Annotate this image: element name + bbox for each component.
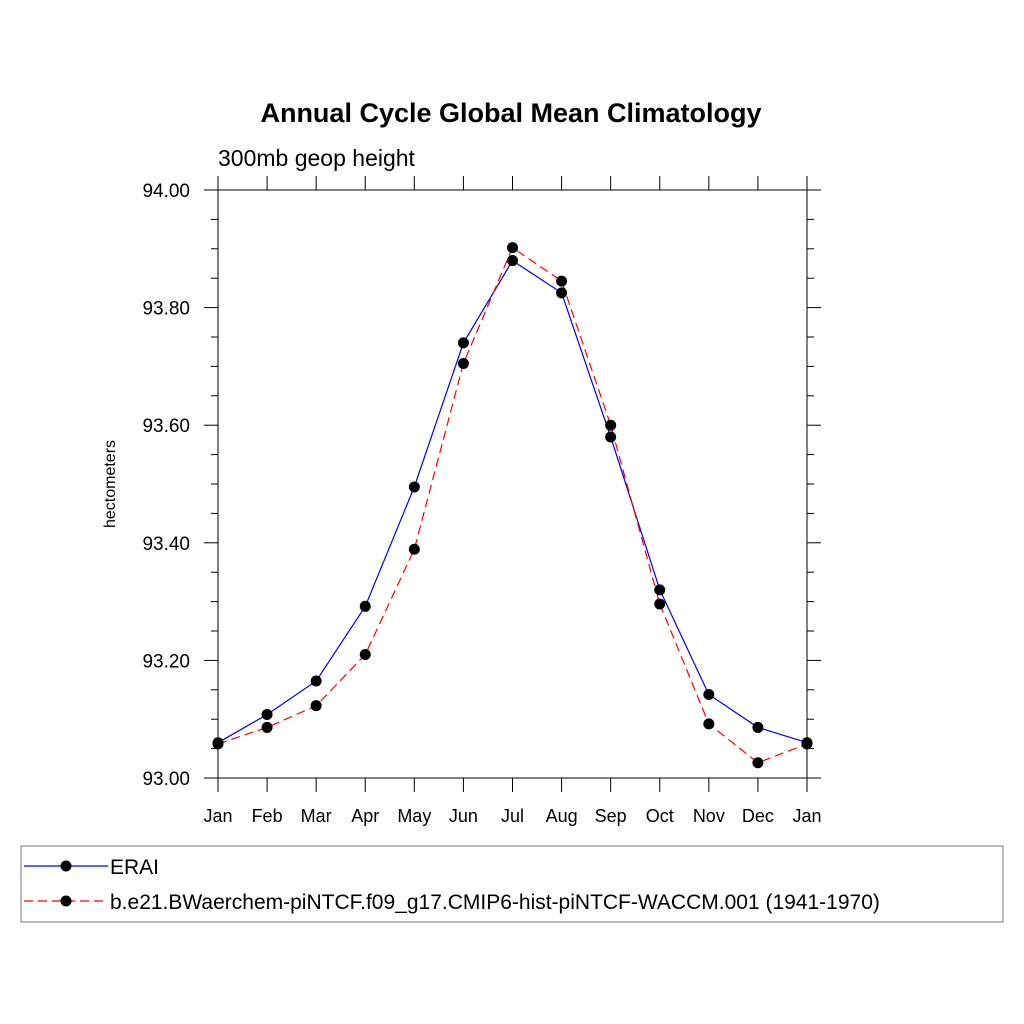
x-tick-label: Dec (742, 806, 774, 826)
series-1-point (703, 689, 715, 701)
legend-marker-1 (60, 860, 72, 872)
y-tick-label: 93.60 (142, 416, 190, 437)
legend-label-2: b.e21.BWaerchem-piNTCF.f09_g17.CMIP6-his… (110, 891, 880, 914)
series-1-point (457, 337, 469, 349)
series-2-point (261, 721, 273, 733)
x-tick-label: Jun (449, 806, 478, 826)
y-tick-label: 93.80 (142, 299, 190, 320)
plot-frame (217, 189, 808, 779)
x-tick-label: Jul (501, 806, 524, 826)
legend-box (20, 845, 1004, 923)
legend: ERAI b.e21.BWaerchem-piNTCF.f09_g17.CMIP6… (20, 845, 1004, 923)
y-tick-label: 93.20 (142, 651, 190, 672)
x-tick-label: Sep (595, 806, 627, 826)
series-2-point (507, 242, 518, 254)
series-1-point (605, 431, 617, 443)
x-tick-label: Mar (301, 806, 332, 826)
series-2-point (457, 357, 469, 369)
x-tick-label: Apr (351, 806, 379, 826)
y-tick-label: 93.40 (142, 534, 190, 555)
series-2-point (310, 700, 322, 712)
x-tick-label: Aug (546, 806, 578, 826)
y-tick-label: 94.00 (142, 181, 190, 202)
series-1-point (654, 584, 666, 596)
series-2-point (212, 738, 224, 750)
series-1-point (359, 600, 371, 612)
series-2-point (359, 649, 371, 661)
series-2-point (752, 757, 764, 769)
series-1-point (408, 481, 420, 493)
series-2-point (556, 275, 568, 287)
series-line-2 (217, 246, 808, 764)
legend-marker-2 (60, 895, 72, 907)
series-1-point (310, 675, 322, 687)
series-line-1 (217, 259, 808, 744)
y-tick-label: 93.00 (142, 769, 190, 790)
series-1-point (261, 708, 273, 720)
x-tick-label: May (397, 806, 431, 826)
legend-label-1: ERAI (110, 856, 159, 879)
x-tick-label: Nov (693, 806, 725, 826)
series-2-point (703, 718, 715, 730)
series-2-point (408, 543, 420, 555)
chart-subtitle: 300mb geop height (218, 145, 416, 171)
y-axis-label: hectometers (102, 440, 119, 528)
series-2-point (654, 598, 666, 610)
series-2-point (605, 419, 617, 431)
x-tick-label: Jan (792, 806, 821, 826)
series-2-point (801, 738, 813, 750)
series-1-point (752, 721, 764, 733)
series-1-point (507, 255, 518, 267)
x-tick-label: Feb (252, 806, 283, 826)
x-tick-label: Jan (203, 806, 232, 826)
x-tick-label: Oct (646, 806, 674, 826)
series-1-point (556, 287, 568, 299)
chart-title: Annual Cycle Global Mean Climatology (260, 98, 761, 128)
